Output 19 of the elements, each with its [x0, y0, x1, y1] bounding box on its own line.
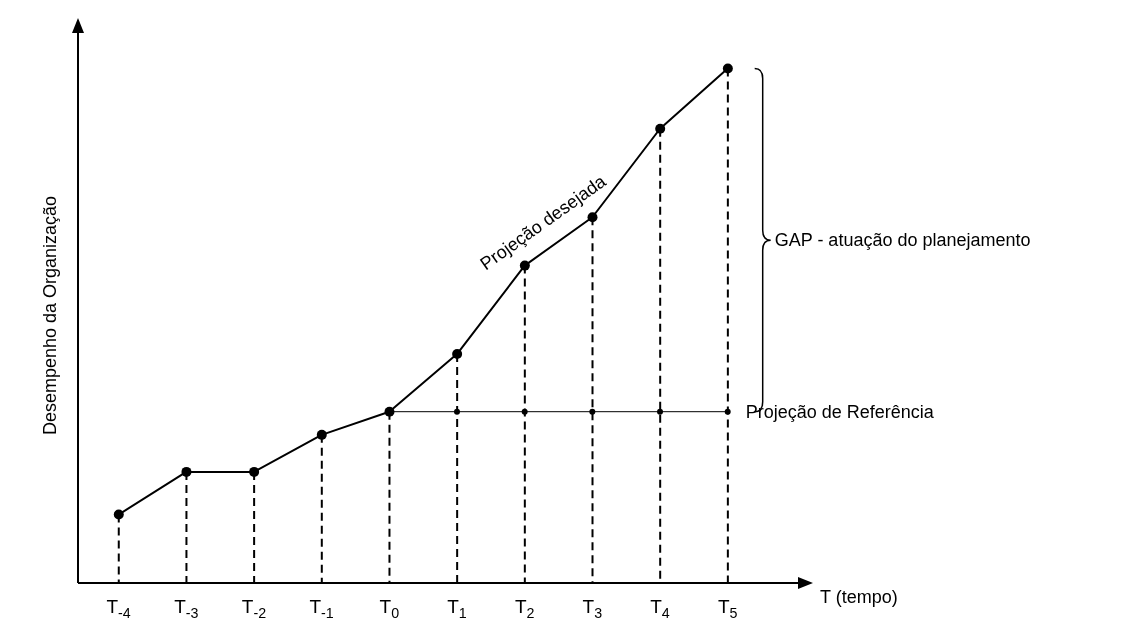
x-tick-label: T$_{-4}$ [106, 596, 131, 621]
x-tick-label: T$_{4}$ [650, 596, 670, 621]
x-tick-label: T$_{-2}$ [241, 596, 267, 621]
x-axis-title: T (tempo) [820, 587, 898, 607]
point [453, 408, 460, 415]
x-tick-label: T$_{2}$ [514, 596, 535, 621]
x-tick-label: T$_{3}$ [582, 596, 603, 621]
point [589, 408, 596, 415]
point [724, 408, 731, 415]
x-tick-label: T$_{-3}$ [174, 596, 199, 621]
x-tick-label: T$_{-1}$ [309, 596, 334, 621]
series-label: Projeção de Referência [745, 401, 935, 422]
point [657, 408, 664, 415]
x-tick-label: T$_{0}$ [379, 596, 400, 621]
x-tick-label: T$_{5}$ [717, 596, 738, 621]
text: GAP - atuação do planejamento [774, 230, 1031, 251]
point [521, 408, 528, 415]
x-tick-label: T$_{1}$ [447, 596, 467, 621]
y-axis-title: Desempenho da Organização [40, 195, 60, 436]
